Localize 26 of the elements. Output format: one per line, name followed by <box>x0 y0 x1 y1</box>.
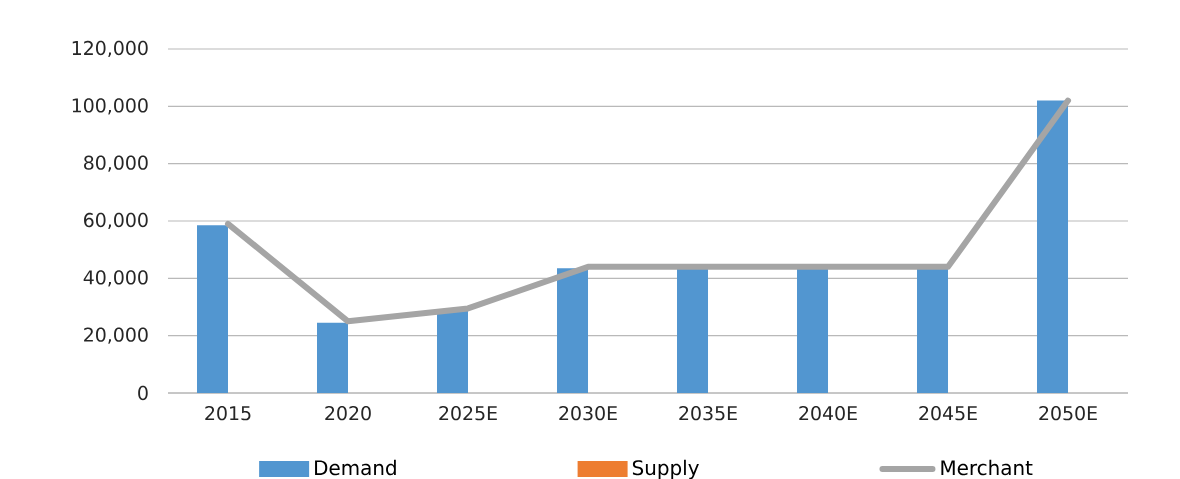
legend-label: Merchant <box>941 459 1033 476</box>
y-tick-label: 0 <box>138 385 148 401</box>
y-tick-label: 20,000 <box>84 327 148 344</box>
bar <box>677 268 709 393</box>
bar <box>797 268 829 393</box>
y-tick-label: 80,000 <box>84 155 148 172</box>
y-tick-label: 100,000 <box>72 98 148 115</box>
legend-label: Supply <box>632 459 699 479</box>
bar <box>557 268 589 393</box>
x-tick-label: 2040E <box>799 406 857 421</box>
x-tick-label: 2015 <box>205 406 251 421</box>
bar <box>437 309 468 393</box>
bar <box>1037 100 1069 393</box>
y-tick-label: 60,000 <box>84 212 148 230</box>
y-tick-label: 120,000 <box>72 40 148 58</box>
x-tick-label: 2025E <box>439 406 497 421</box>
bar <box>917 268 949 393</box>
x-tick-label: 2045E <box>919 406 977 421</box>
legend-label: Demand <box>315 459 396 476</box>
x-tick-label: 2020 <box>325 406 371 421</box>
y-tick-label: 40,000 <box>83 270 148 287</box>
x-tick-label: 2030E <box>559 406 617 421</box>
bar <box>197 225 228 393</box>
bar <box>317 322 348 393</box>
x-tick-label: 2035E <box>679 406 737 421</box>
x-tick-label: 2050E <box>1039 406 1097 421</box>
